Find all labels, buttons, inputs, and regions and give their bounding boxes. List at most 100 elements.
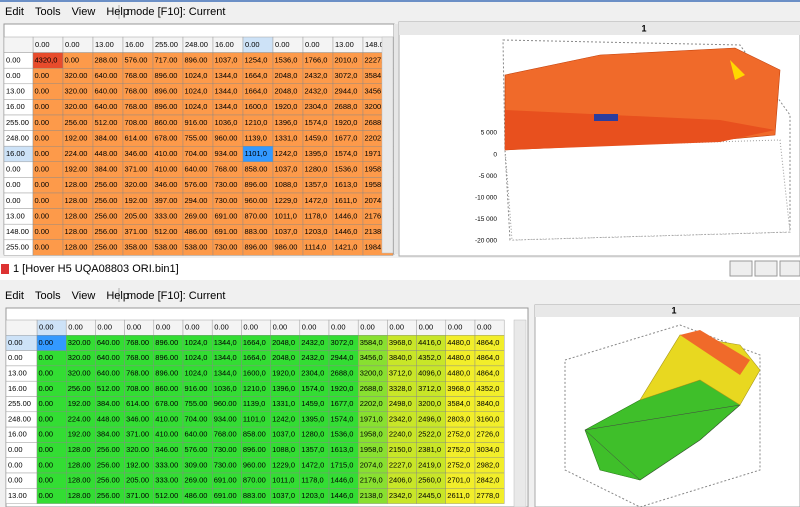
cell-value: 1396,0	[272, 384, 295, 393]
row-header-label: 16.00	[8, 430, 27, 439]
cell-value: 333.00	[155, 476, 178, 485]
cell-value: 768.00	[125, 102, 148, 111]
cell-value: 0.00	[65, 55, 80, 64]
menu-item[interactable]: Edit	[5, 290, 24, 302]
menu-item[interactable]: Tools	[35, 6, 61, 18]
cell-value: 3712,0	[389, 369, 412, 378]
menu-item[interactable]: Tools	[35, 290, 61, 302]
cell-value: 1971,0	[360, 414, 383, 423]
cell-value: 0.00	[39, 369, 54, 378]
cell-value: 512.00	[155, 491, 178, 500]
chart-title: 1	[641, 23, 646, 33]
cell-value: 1536,0	[331, 430, 354, 439]
cell-value: 1242,0	[272, 414, 295, 423]
cell-value: 1114,0	[305, 243, 327, 252]
menu-item[interactable]: View	[72, 6, 96, 18]
menu-item[interactable]: Help	[106, 290, 129, 302]
cell-value: 4352,0	[477, 384, 500, 393]
cell-value: 860.00	[155, 118, 178, 127]
cell-value: 2304,0	[301, 369, 324, 378]
cell-value: 1037,0	[275, 165, 298, 174]
cell-value: 2803,0	[447, 414, 470, 423]
cell-value: 397.00	[155, 196, 178, 205]
chart-header	[535, 305, 800, 317]
corner-cell	[3, 36, 34, 53]
close-button[interactable]	[779, 260, 800, 277]
cell-value: 1024,0	[185, 102, 208, 111]
cell-value: 1024,0	[185, 338, 208, 347]
column-header-label: 0.00	[68, 323, 83, 332]
cell-value: 986.00	[275, 243, 298, 252]
cell-value: 896.00	[185, 55, 208, 64]
cell[interactable]	[474, 488, 505, 504]
cell-value: 4096,0	[418, 369, 441, 378]
cell-value: 1574,0	[335, 149, 358, 158]
column-header-label: 0.00	[97, 323, 112, 332]
cell-value: 1958,0	[360, 430, 383, 439]
cell-value: 768.00	[126, 369, 149, 378]
minimize-button[interactable]	[729, 260, 753, 277]
cell-value: 1446,0	[335, 227, 358, 236]
cell-value: 256.00	[95, 180, 118, 189]
cell-value: 2496,0	[418, 414, 441, 423]
cell-value: 269.00	[185, 476, 208, 485]
column-header-label: 16.00	[125, 40, 144, 49]
cell-value: 4320,0	[35, 55, 58, 64]
cell-value: 1664,0	[243, 353, 266, 362]
menu-item[interactable]: Edit	[5, 6, 24, 18]
cell-value: 576.00	[185, 180, 208, 189]
z-axis-label: -20 000	[475, 238, 497, 245]
cell-value: 384.00	[95, 133, 118, 142]
cell-value: 2176	[365, 211, 382, 220]
cell-value: 346.00	[126, 414, 149, 423]
cell-value: 192.00	[68, 430, 91, 439]
cell-value: 3840,0	[477, 399, 500, 408]
cell-value: 256.00	[68, 384, 91, 393]
cell-value: 1396,0	[275, 118, 298, 127]
column-header-label: 0.00	[156, 323, 171, 332]
cell-value: 0.00	[39, 476, 54, 485]
cell-value: 2752,0	[447, 430, 470, 439]
cell-value: 3456	[365, 87, 382, 96]
cell-value: 2048,0	[272, 353, 295, 362]
menu-item[interactable]: View	[72, 290, 96, 302]
cell-value: 256.00	[97, 460, 120, 469]
cell-value: 1715,0	[331, 460, 354, 469]
cell-value: 1664,0	[245, 87, 268, 96]
cell-value: 1395,0	[305, 149, 328, 158]
menu-item[interactable]: Help	[106, 6, 129, 18]
column-header-label: 0.00	[275, 40, 290, 49]
cell-value: 128.00	[68, 491, 91, 500]
cell-value: 4864,0	[477, 369, 500, 378]
maximize-button[interactable]	[754, 260, 778, 277]
cell-value: 1536,0	[335, 165, 358, 174]
column-header-label: 0.00	[477, 323, 492, 332]
cell-value: 1971	[365, 149, 382, 158]
cell-value: 2944,0	[335, 87, 358, 96]
cell-value: 960.00	[215, 133, 238, 142]
cell-value: 3584,0	[360, 338, 383, 347]
column-header-label: 0.00	[35, 40, 50, 49]
cell-value: 640.00	[95, 102, 118, 111]
column-header-label: 0.00	[214, 323, 229, 332]
cell-value: 1613,0	[335, 180, 358, 189]
column-header-label: 0.00	[245, 40, 260, 49]
scrollbar	[513, 319, 527, 507]
cell-value: 2726,0	[477, 430, 500, 439]
cell-value: 1600,0	[245, 102, 268, 111]
cell-value: 1600,0	[243, 369, 266, 378]
cell-value: 346.00	[155, 445, 178, 454]
cell-value: 224.00	[65, 149, 88, 158]
cell-value: 0.00	[35, 118, 50, 127]
cell-value: 0.00	[39, 414, 54, 423]
cell-value: 2406,0	[389, 476, 412, 485]
row-header-label: 13.00	[6, 211, 25, 220]
cell-value: 1613,0	[331, 445, 354, 454]
cell-value: 1024,0	[185, 353, 208, 362]
cell-value: 192.00	[126, 460, 149, 469]
cell-value: 410.00	[155, 149, 178, 158]
cell-value: 730.00	[214, 445, 237, 454]
cell-value: 2688,0	[331, 369, 354, 378]
cell-value: 1229,0	[272, 460, 295, 469]
cell-value: 256.00	[95, 227, 118, 236]
